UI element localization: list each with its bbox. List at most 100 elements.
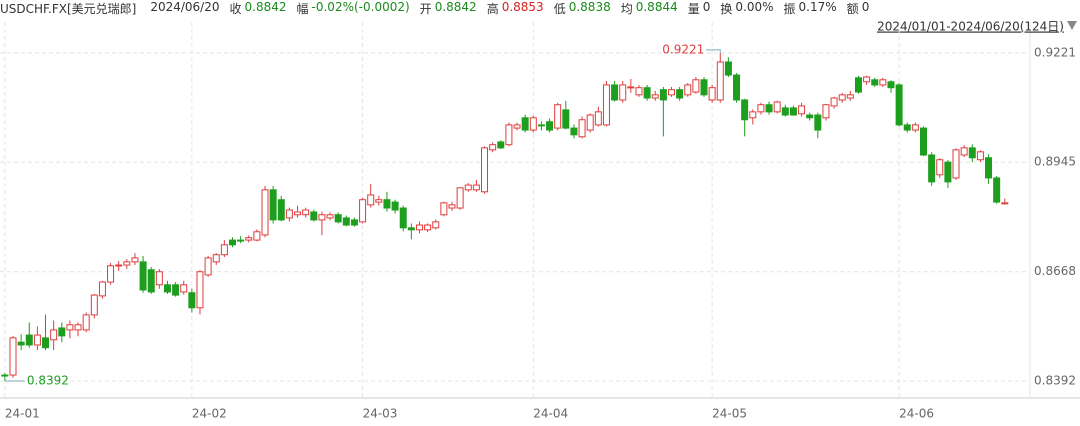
candle-body (245, 237, 253, 241)
candle-body (529, 117, 537, 131)
candle-body (936, 159, 944, 176)
candle-body (968, 147, 976, 159)
candle-body (920, 127, 928, 156)
candle-body (562, 109, 570, 129)
max-pointer (706, 49, 721, 53)
quote-date: 2024/06/20 (150, 0, 220, 14)
candle-body (155, 271, 163, 286)
quote-label: 均 (620, 2, 633, 16)
candle-body (733, 74, 741, 101)
quote-label: 高 (486, 2, 499, 16)
quote-value: 0.8842 (434, 0, 477, 14)
candle-body (611, 84, 619, 101)
candle-body (554, 104, 562, 129)
candle-body (375, 199, 383, 203)
candle-body (700, 79, 708, 96)
range-dropdown (1067, 21, 1077, 30)
candle-body (237, 239, 245, 242)
candle-body (505, 124, 513, 146)
candle-body (261, 189, 269, 236)
candle-body (472, 184, 480, 191)
x-tick-label: 24-02 (192, 407, 227, 421)
y-tick-label: 0.8668 (1034, 264, 1076, 278)
candle-body (993, 177, 1001, 203)
candle-body (220, 244, 228, 256)
quote-label: 量 (687, 2, 700, 16)
candle-body (432, 221, 440, 229)
candle-body (497, 141, 505, 149)
candle-body (830, 97, 838, 107)
y-tick-label: 0.8392 (1034, 373, 1076, 387)
candle-body (17, 341, 25, 346)
candle-body (895, 84, 903, 126)
candle-body (123, 261, 131, 266)
candle-body (25, 334, 33, 346)
candle-body (692, 79, 700, 93)
candle-body (871, 79, 879, 86)
quote-label: 收 (229, 2, 242, 16)
candle-body (82, 314, 90, 331)
candle-body (846, 94, 854, 99)
quote-label: 换 (720, 2, 733, 16)
candle-body (903, 124, 911, 131)
candle-body (928, 154, 936, 183)
x-tick-label: 24-04 (533, 407, 568, 421)
candle-body (757, 104, 765, 113)
candle-body (1001, 202, 1009, 205)
quote-label: 低 (553, 2, 566, 16)
candle-body (806, 114, 814, 119)
candle-body (342, 217, 350, 226)
candle-body (741, 99, 749, 121)
candle-body (107, 265, 115, 283)
candle-body (334, 214, 342, 223)
candle-body (180, 284, 188, 293)
candle-body (651, 94, 659, 99)
candle-body (350, 219, 358, 226)
candle-body (33, 334, 41, 346)
candle-body (724, 61, 732, 76)
candle-body (391, 201, 399, 211)
candle-body (570, 127, 578, 136)
range-label: 2024/01/01-2024/06/20(124日) (877, 20, 1064, 34)
candle-body (814, 114, 822, 131)
quote-value: 0.17% (798, 0, 837, 14)
max-label: 0.9221 (662, 42, 704, 56)
candle-body (147, 269, 155, 293)
candle-body (546, 121, 554, 131)
candle-body (464, 184, 472, 191)
candle-body (643, 87, 651, 99)
candle-body (976, 151, 984, 161)
candle-body (294, 211, 302, 216)
candle-body (407, 227, 415, 231)
quote-value: 0 (702, 0, 711, 14)
x-tick-label: 24-06 (899, 407, 934, 421)
candle-body (229, 239, 237, 246)
candle-body (879, 79, 887, 86)
candle-body (635, 87, 643, 96)
candle-body (285, 209, 293, 219)
quote-value: 0.8838 (568, 0, 611, 14)
candle-body (781, 107, 789, 116)
candle-body (310, 211, 318, 221)
candle-body (367, 194, 375, 206)
candle-body (188, 292, 196, 309)
candle-body (115, 264, 123, 267)
quote-label: 振 (783, 2, 796, 16)
candle-body (318, 214, 326, 221)
candle-body (58, 327, 66, 337)
candle-body (481, 147, 489, 193)
candle-body (383, 199, 391, 209)
candle-body (854, 77, 862, 93)
quote-value: 0.8853 (501, 0, 544, 14)
candle-body (952, 149, 960, 179)
candle-body (172, 284, 180, 296)
candle-body (602, 84, 610, 126)
x-tick-label: 24-01 (5, 407, 40, 421)
candle-body (863, 76, 871, 83)
candle-body (163, 284, 171, 293)
candle-body (586, 114, 594, 131)
candle-body (667, 89, 675, 96)
candle-body (415, 224, 423, 231)
candle-body (66, 324, 74, 331)
quote-label: 额 (846, 2, 859, 16)
